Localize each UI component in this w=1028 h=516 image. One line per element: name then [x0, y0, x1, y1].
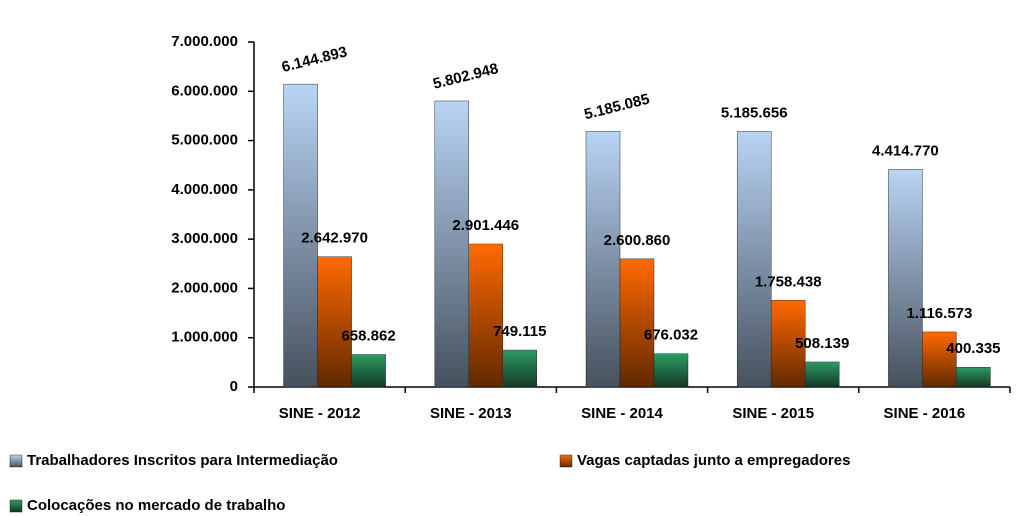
value-label: 1.758.438 [755, 273, 822, 290]
bar-shade [805, 361, 840, 387]
bar-shade [956, 367, 991, 387]
bar-shade [468, 244, 503, 387]
y-tick-label: 2.000.000 [171, 279, 238, 296]
bar-shade [771, 300, 806, 387]
value-label: 508.139 [795, 335, 849, 352]
x-tick-label: SINE - 2016 [884, 405, 966, 422]
bar-shade [283, 84, 318, 387]
value-label: 2.901.446 [452, 217, 519, 234]
y-tick-label: 7.000.000 [171, 33, 238, 50]
bar-shade [317, 256, 352, 387]
y-tick-label: 5.000.000 [171, 132, 238, 149]
bar-shade [888, 169, 923, 387]
legend-label: Vagas captadas junto a empregadores [577, 452, 850, 469]
legend-swatch-shade [10, 500, 22, 512]
value-label: 5.185.656 [721, 104, 788, 121]
y-tick-label: 6.000.000 [171, 82, 238, 99]
y-tick-label: 1.000.000 [171, 329, 238, 346]
value-label: 658.862 [341, 327, 395, 344]
x-tick-label: SINE - 2013 [430, 405, 512, 422]
value-label: 749.115 [493, 323, 546, 340]
x-tick-label: SINE - 2012 [279, 405, 361, 422]
value-label: 1.116.573 [906, 305, 972, 322]
legend-label: Trabalhadores Inscritos para Intermediaç… [27, 452, 338, 469]
y-tick-label: 3.000.000 [171, 230, 238, 247]
bar-shade [737, 131, 772, 387]
value-label: 2.642.970 [301, 230, 368, 247]
bar-shade [922, 331, 957, 387]
x-tick-label: SINE - 2014 [581, 405, 663, 422]
bar-shade [620, 258, 654, 387]
value-label: 400.335 [946, 340, 1000, 357]
legend-label: Colocações no mercado de trabalho [27, 497, 285, 514]
x-tick-label: SINE - 2015 [732, 405, 814, 422]
value-label: 5.802.948 [431, 60, 500, 93]
value-label: 2.600.860 [604, 232, 671, 249]
value-label: 6.144.893 [280, 43, 349, 76]
bar-shade [654, 353, 688, 387]
value-label: 5.185.085 [582, 91, 651, 124]
y-tick-label: 4.000.000 [171, 181, 238, 198]
bar-shade [351, 354, 386, 387]
legend-swatch-shade [560, 455, 572, 467]
legend-swatch-shade [10, 455, 22, 467]
value-label: 4.414.770 [872, 142, 939, 159]
value-label: 676.032 [644, 327, 698, 344]
bar-shade [586, 131, 620, 387]
bar-shade [434, 100, 469, 388]
y-tick-label: 0 [230, 378, 238, 395]
bar-shade [502, 350, 537, 387]
